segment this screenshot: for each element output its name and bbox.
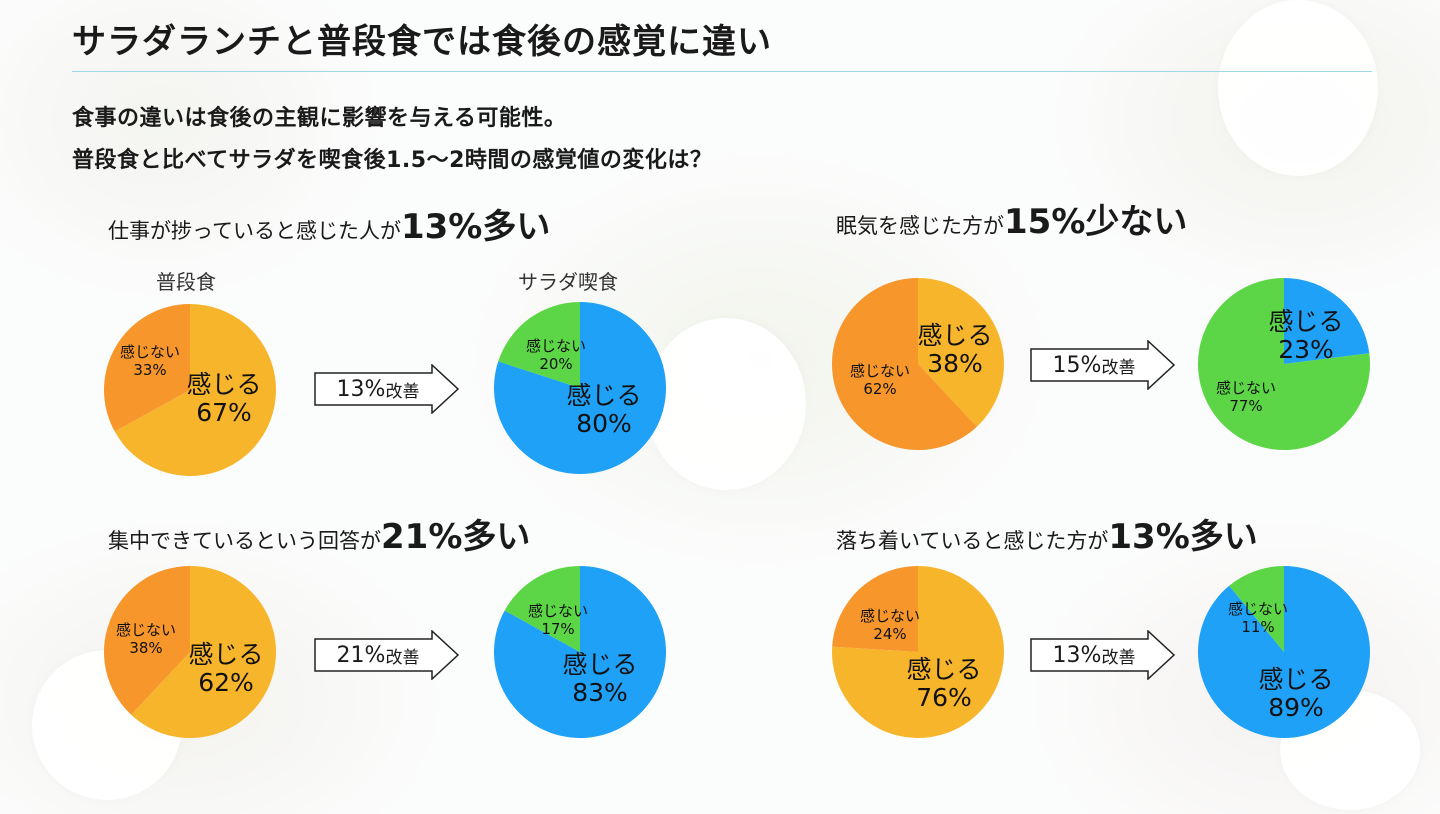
improvement-arrow-focus: 21% 改善	[314, 630, 460, 680]
improvement-value: 15%	[1052, 352, 1102, 378]
data-label-not-feel: 感じない	[1216, 379, 1276, 397]
pie-slice-feel	[131, 566, 277, 738]
heading-emphasis: 13%多い	[1108, 517, 1258, 557]
data-value-not-feel: 17%	[541, 620, 574, 638]
data-value-not-feel: 20%	[539, 355, 572, 373]
data-value-not-feel: 24%	[873, 625, 906, 643]
pie-slice-feel	[494, 566, 667, 738]
data-label-feel: 感じる	[188, 640, 263, 669]
pie-slice-feel	[832, 566, 1005, 738]
pie-slice-not-feel	[1229, 566, 1284, 652]
column-label-regular: 普段食	[156, 270, 216, 294]
data-label-not-feel: 感じない	[860, 607, 920, 625]
pie-slice-not-feel	[831, 278, 977, 450]
improvement-value: 21%	[336, 642, 386, 668]
data-value-not-feel: 38%	[129, 639, 162, 657]
pie-slice-not-feel	[104, 566, 190, 715]
heading-emphasis: 15%少ない	[1004, 202, 1188, 242]
heading-work: 仕事が捗っていると感じた人が13%多い	[108, 210, 550, 244]
subtitle-line-1: 食事の違いは食後の主観に影響を与える可能性。	[72, 106, 567, 131]
pie-slice-not-feel	[1197, 278, 1370, 450]
heading-prefix: 落ち着いていると感じた方が	[836, 529, 1109, 553]
pie-slice-not-feel	[498, 302, 580, 388]
pie-slice-feel	[1198, 566, 1371, 738]
data-value-feel: 83%	[572, 678, 628, 707]
data-label-feel: 感じる	[1258, 665, 1333, 694]
heading-sleepy: 眠気を感じた方が15%少ない	[836, 205, 1187, 239]
subtitle-line-2: 普段食と比べてサラダを喫食後1.5〜2時間の感覚値の変化は？	[72, 148, 713, 173]
heading-prefix: 仕事が捗っていると感じた人が	[108, 219, 401, 243]
pie-slice-not-feel	[104, 304, 190, 432]
data-value-not-feel: 77%	[1229, 397, 1262, 415]
improvement-suffix: 改善	[385, 381, 420, 402]
heading-calm: 落ち着いていると感じた方が13%多い	[836, 520, 1258, 554]
data-value-feel: 89%	[1268, 693, 1324, 722]
data-label-not-feel: 感じない	[116, 621, 176, 639]
improvement-value: 13%	[1052, 642, 1102, 668]
column-label-salad: サラダ喫食	[518, 270, 618, 294]
data-label-feel: 感じる	[186, 370, 261, 399]
data-label-not-feel: 感じない	[850, 362, 910, 380]
improvement-value: 13%	[336, 376, 386, 402]
data-label-feel: 感じる	[1268, 307, 1343, 336]
data-value-not-feel: 33%	[133, 361, 166, 379]
data-value-feel: 62%	[198, 668, 254, 697]
data-value-not-feel: 11%	[1241, 618, 1274, 636]
data-label-feel: 感じる	[562, 650, 637, 679]
heading-prefix: 集中できているという回答が	[108, 529, 381, 553]
improvement-arrow-sleepy: 15% 改善	[1030, 340, 1176, 390]
pie-slice-feel	[918, 278, 1004, 427]
data-label-not-feel: 感じない	[120, 343, 180, 361]
data-value-feel: 38%	[927, 349, 983, 378]
heading-focus: 集中できているという回答が21%多い	[108, 520, 530, 554]
improvement-suffix: 改善	[1101, 647, 1136, 668]
heading-prefix: 眠気を感じた方が	[836, 214, 1004, 238]
data-value-feel: 67%	[196, 398, 252, 427]
pie-slice-not-feel	[832, 566, 918, 652]
data-label-feel: 感じる	[566, 381, 641, 410]
improvement-arrow-work: 13% 改善	[314, 364, 460, 414]
improvement-suffix: 改善	[1101, 357, 1136, 378]
pie-slice-not-feel	[504, 566, 580, 652]
data-value-feel: 76%	[916, 683, 972, 712]
data-value-feel: 80%	[576, 409, 632, 438]
improvement-suffix: 改善	[385, 647, 420, 668]
data-label-feel: 感じる	[917, 321, 992, 350]
data-value-not-feel: 62%	[863, 380, 896, 398]
pie-slice-feel	[1284, 278, 1370, 364]
data-label-not-feel: 感じない	[1228, 600, 1288, 618]
title-divider	[72, 71, 1372, 72]
heading-emphasis: 13%多い	[400, 207, 551, 247]
improvement-arrow-calm: 13% 改善	[1030, 630, 1176, 680]
pie-slice-feel	[493, 302, 666, 474]
data-label-not-feel: 感じない	[528, 602, 588, 620]
heading-emphasis: 21%多い	[381, 517, 531, 557]
pie-slice-feel	[114, 304, 277, 476]
data-label-not-feel: 感じない	[526, 337, 586, 355]
data-label-feel: 感じる	[906, 655, 981, 684]
page-title: サラダランチと普段食では食後の感覚に違い	[72, 22, 772, 62]
data-value-feel: 23%	[1278, 335, 1334, 364]
